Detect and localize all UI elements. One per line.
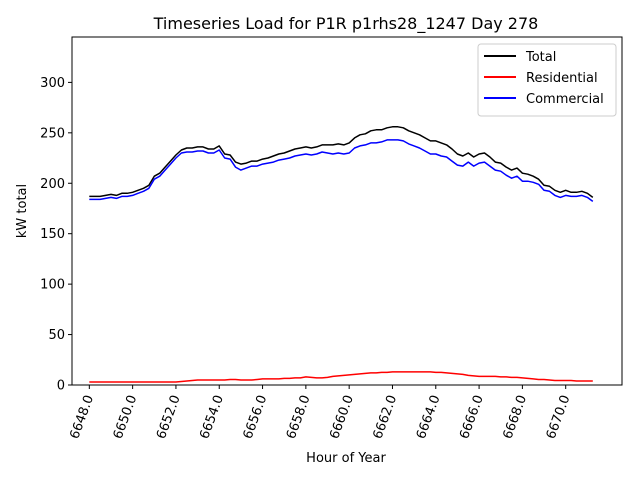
legend-label-commercial: Commercial — [526, 92, 604, 107]
series-line-residential — [89, 371, 593, 383]
y-tick-label: 150 — [40, 227, 65, 242]
y-tick-label: 0 — [57, 379, 65, 394]
chart-title: Timeseries Load for P1R p1rhs28_1247 Day… — [153, 14, 539, 34]
y-tick-label: 250 — [40, 126, 65, 141]
series-line-total — [89, 126, 594, 198]
y-tick-label: 200 — [40, 177, 65, 192]
series-lines — [89, 126, 594, 383]
legend: Total Residential Commercial — [477, 43, 617, 117]
series-line-commercial — [89, 139, 594, 203]
y-tick-label: 100 — [40, 278, 65, 293]
y-axis: 0 50 100 150 200 250 300 — [40, 76, 72, 394]
y-axis-label: kW total — [15, 184, 30, 238]
y-tick-label: 300 — [40, 76, 65, 91]
y-tick-label: 50 — [48, 328, 65, 343]
legend-label-total: Total — [525, 50, 556, 65]
plot-area — [71, 36, 623, 386]
x-axis-label: Hour of Year — [306, 451, 386, 466]
legend-label-residential: Residential — [526, 71, 598, 86]
axes-frame — [71, 36, 623, 386]
